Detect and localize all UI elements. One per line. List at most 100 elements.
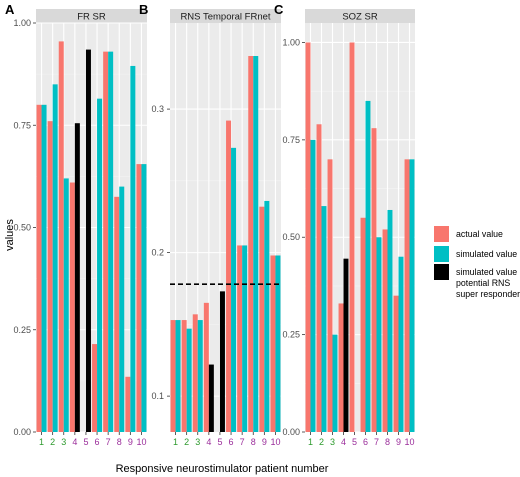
x-tick-label: 5 [217,437,222,447]
panel-letter: C [274,2,284,17]
bar-actual [58,41,64,432]
y-tick-label: 0.75 [13,120,31,130]
legend-key [434,246,449,262]
bar-actual [327,159,333,433]
bar-actual [47,121,53,432]
bar-simulated [197,320,203,432]
x-tick-label: 2 [184,437,189,447]
x-tick-label: 6 [229,437,234,447]
x-tick-label: 1 [173,437,178,447]
bar-actual [114,196,120,432]
bar-simulated [376,237,382,432]
x-tick-label: 6 [363,437,368,447]
bar-actual [136,164,142,433]
facet-title: SOZ SR [342,12,378,23]
x-tick-label: 4 [341,437,346,447]
y-tick-label: 0.00 [13,427,31,437]
x-tick-label: 8 [385,437,390,447]
bar-actual [181,320,187,432]
bar-actual [248,56,254,432]
bar-simulated [310,139,316,432]
bar-simulated-superresponder [74,123,80,432]
bar-actual [226,120,232,432]
y-tick-label: 0.75 [282,135,300,145]
bar-actual [103,51,109,432]
bar-actual [69,182,75,432]
bar-simulated [242,245,248,432]
y-tick-label: 0.25 [282,330,300,340]
facet-title: FR SR [77,12,106,23]
x-tick-label: 10 [270,437,280,447]
x-tick-label: 6 [95,437,100,447]
x-tick-label: 3 [195,437,200,447]
x-tick-label: 2 [50,437,55,447]
bar-simulated-superresponder [219,291,225,432]
bar-actual [125,376,131,432]
facet-title: RNS Temporal FRnet [180,12,270,23]
bar-actual [92,344,98,432]
x-tick-label: 7 [240,437,245,447]
x-tick-label: 3 [330,437,335,447]
legend: actual value simulated value simulated val… [434,226,520,299]
x-tick-label: 1 [308,437,313,447]
bar-simulated [41,104,47,433]
y-tick-label: 1.00 [13,18,31,28]
legend-key [434,264,449,280]
bar-simulated [321,206,327,432]
x-axis-title: Responsive neurostimulator patient numbe… [116,463,329,475]
y-tick-label: 0.25 [13,325,31,335]
legend-label: simulated value [456,249,517,259]
bar-simulated [130,65,136,432]
bar-actual [305,42,311,432]
panel-letter: A [5,2,15,17]
bar-simulated [231,147,237,432]
bar-actual [36,104,42,433]
bar-simulated-superresponder [85,49,91,433]
bar-simulated [275,255,281,432]
x-tick-label: 5 [83,437,88,447]
x-tick-label: 9 [396,437,401,447]
bar-actual [170,320,176,432]
bar-simulated [186,328,192,432]
bar-simulated-superresponder [208,364,214,432]
bar-simulated [63,178,69,432]
legend-label: simulated value potential RNS super respon… [456,267,520,299]
bar-actual [404,159,410,433]
bar-simulated [409,159,415,433]
bar-actual [316,124,322,433]
bar-simulated [141,164,147,433]
y-tick-label: 1.00 [282,37,300,47]
y-tick-label: 0.50 [13,223,31,233]
facet-strip [170,9,281,23]
x-tick-label: 9 [128,437,133,447]
y-tick-label: 0.3 [151,104,164,114]
x-tick-label: 3 [61,437,66,447]
x-tick-label: 9 [262,437,267,447]
panel-c: C SOZ SR 0.00 0.25 0.50 0.75 1.00 1 2 3 4 5 6 7 8 9 10 [274,2,415,447]
legend-label: actual value [456,229,503,239]
x-tick-label: 1 [39,437,44,447]
bar-actual [382,229,388,432]
bar-simulated [119,186,125,432]
bar-actual [338,303,344,432]
x-tick-label: 8 [117,437,122,447]
x-tick-label: 4 [206,437,211,447]
bar-actual [203,302,209,432]
y-axis-title: values [4,219,16,251]
bar-actual [360,217,366,432]
bar-simulated [264,200,270,432]
bar-simulated [387,209,393,432]
bar-simulated [108,51,114,432]
bar-simulated [175,320,181,432]
y-tick-label: 0.50 [282,232,300,242]
x-tick-label: 10 [404,437,414,447]
bar-actual [192,314,198,432]
x-tick-label: 7 [374,437,379,447]
x-tick-label: 2 [319,437,324,447]
bar-actual [371,128,377,432]
y-tick-label: 0.2 [151,248,164,258]
bar-actual [259,206,265,432]
panel-a: A FR SR 0.00 0.25 0.50 0.75 1.00 1 2 3 4 5 6 7 8 9 10 [5,2,147,447]
bar-actual [270,255,276,432]
x-tick-label: 7 [106,437,111,447]
